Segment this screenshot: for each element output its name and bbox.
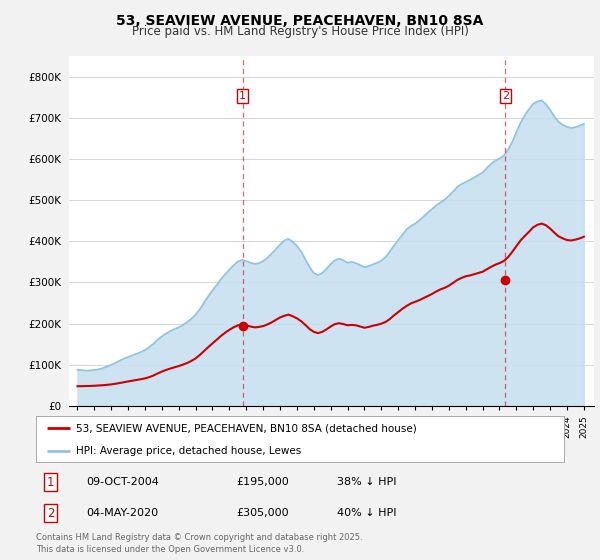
Text: 53, SEAVIEW AVENUE, PEACEHAVEN, BN10 8SA (detached house): 53, SEAVIEW AVENUE, PEACEHAVEN, BN10 8SA…: [76, 423, 416, 433]
Text: 40% ↓ HPI: 40% ↓ HPI: [337, 508, 397, 518]
Text: 04-MAY-2020: 04-MAY-2020: [86, 508, 158, 518]
Text: 09-OCT-2004: 09-OCT-2004: [86, 477, 159, 487]
Text: £305,000: £305,000: [236, 508, 289, 518]
Text: Contains HM Land Registry data © Crown copyright and database right 2025.
This d: Contains HM Land Registry data © Crown c…: [36, 533, 362, 554]
Text: HPI: Average price, detached house, Lewes: HPI: Average price, detached house, Lewe…: [76, 446, 301, 455]
Text: 38% ↓ HPI: 38% ↓ HPI: [337, 477, 397, 487]
Text: 2: 2: [502, 91, 509, 101]
Text: £195,000: £195,000: [236, 477, 289, 487]
Text: 1: 1: [239, 91, 246, 101]
Text: Price paid vs. HM Land Registry's House Price Index (HPI): Price paid vs. HM Land Registry's House …: [131, 25, 469, 38]
Text: 53, SEAVIEW AVENUE, PEACEHAVEN, BN10 8SA: 53, SEAVIEW AVENUE, PEACEHAVEN, BN10 8SA: [116, 14, 484, 28]
Text: 1: 1: [47, 476, 55, 489]
Text: 2: 2: [47, 507, 55, 520]
